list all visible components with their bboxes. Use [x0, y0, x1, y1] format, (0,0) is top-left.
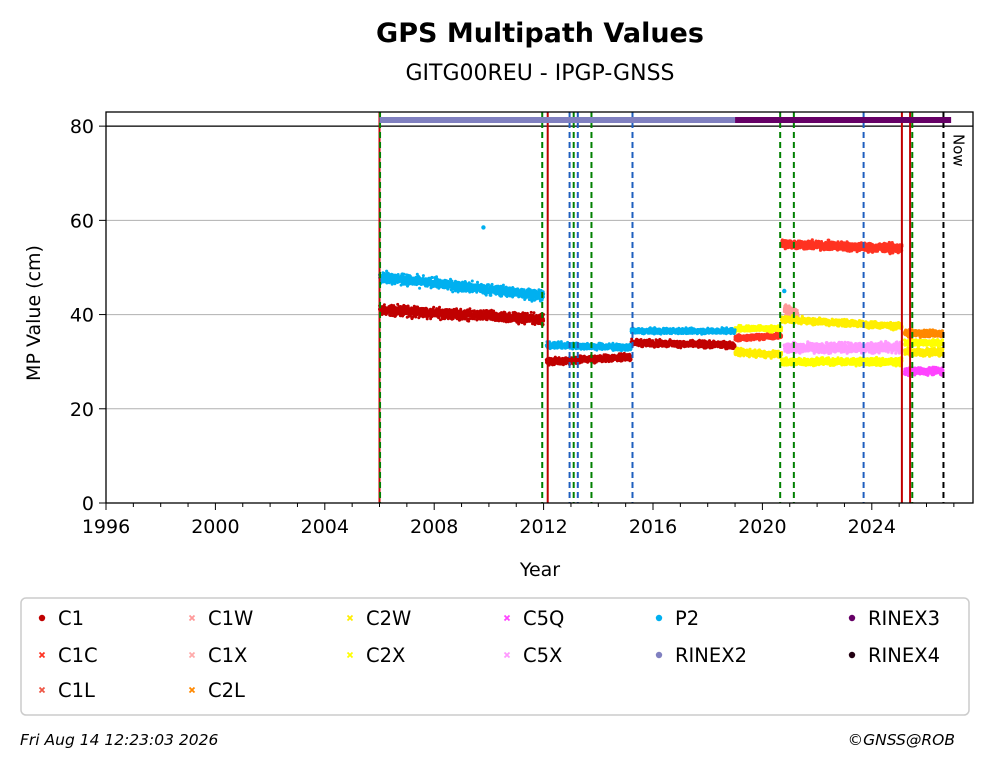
data-point [438, 305, 441, 309]
data-point [432, 305, 436, 309]
chart-title: GPS Multipath Values [376, 18, 704, 49]
data-point [382, 303, 386, 307]
data-point [396, 302, 400, 306]
series-c1 [378, 302, 737, 367]
data-point [529, 310, 533, 314]
grid [106, 125, 973, 410]
data-point [795, 308, 799, 312]
data-point [629, 358, 633, 361]
chart-subtitle: GITG00REU - IPGP-GNSS [406, 61, 675, 86]
data-point [380, 313, 384, 316]
data-point [523, 322, 527, 326]
data-point [748, 347, 752, 351]
data-point [532, 311, 536, 315]
plot-data [378, 225, 945, 378]
data-point [542, 319, 546, 323]
